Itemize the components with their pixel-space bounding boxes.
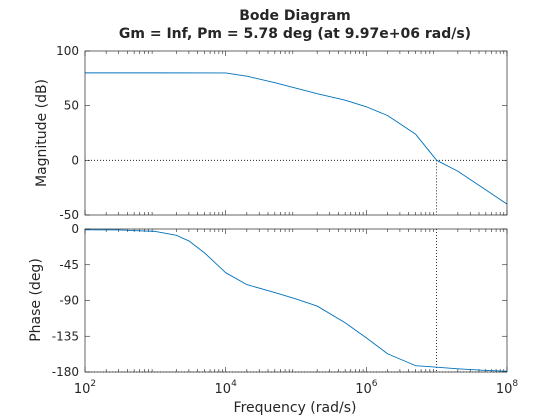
x-tick-label: 102	[74, 379, 96, 397]
magnitude-axis-label: Magnitude (dB)	[34, 79, 50, 187]
y-tick-label: -180	[52, 365, 79, 379]
y-tick-label: -135	[52, 329, 79, 343]
y-tick-label: 50	[64, 99, 79, 113]
y-tick-label: -45	[59, 258, 79, 272]
x-tick-label: 104	[215, 379, 238, 397]
phase-axis-label: Phase (deg)	[28, 258, 44, 342]
axes-frame	[84, 50, 508, 216]
chart-subtitle: Gm = Inf, Pm = 5.78 deg (at 9.97e+06 rad…	[119, 26, 471, 42]
y-tick-label: -90	[59, 294, 79, 308]
x-tick-labels: 102 104 106 108	[74, 379, 519, 397]
y-tick-label: 0	[71, 222, 79, 236]
y-tick-label: 100	[56, 44, 79, 58]
x-tick-label: 106	[355, 379, 378, 397]
y-tick-label: 0	[71, 153, 79, 167]
y-tick-label: -50	[59, 208, 79, 222]
phase-line	[84, 229, 508, 372]
chart-title: Bode Diagram	[239, 8, 351, 24]
x-tick-label: 108	[496, 379, 519, 397]
magnitude-panel: 100 50 0 -50	[56, 44, 508, 222]
axes-frame	[84, 228, 508, 373]
phase-panel: 0 -45 -90 -135 -180	[52, 222, 508, 379]
magnitude-line	[85, 72, 508, 205]
x-axis-label: Frequency (rad/s)	[234, 400, 357, 416]
